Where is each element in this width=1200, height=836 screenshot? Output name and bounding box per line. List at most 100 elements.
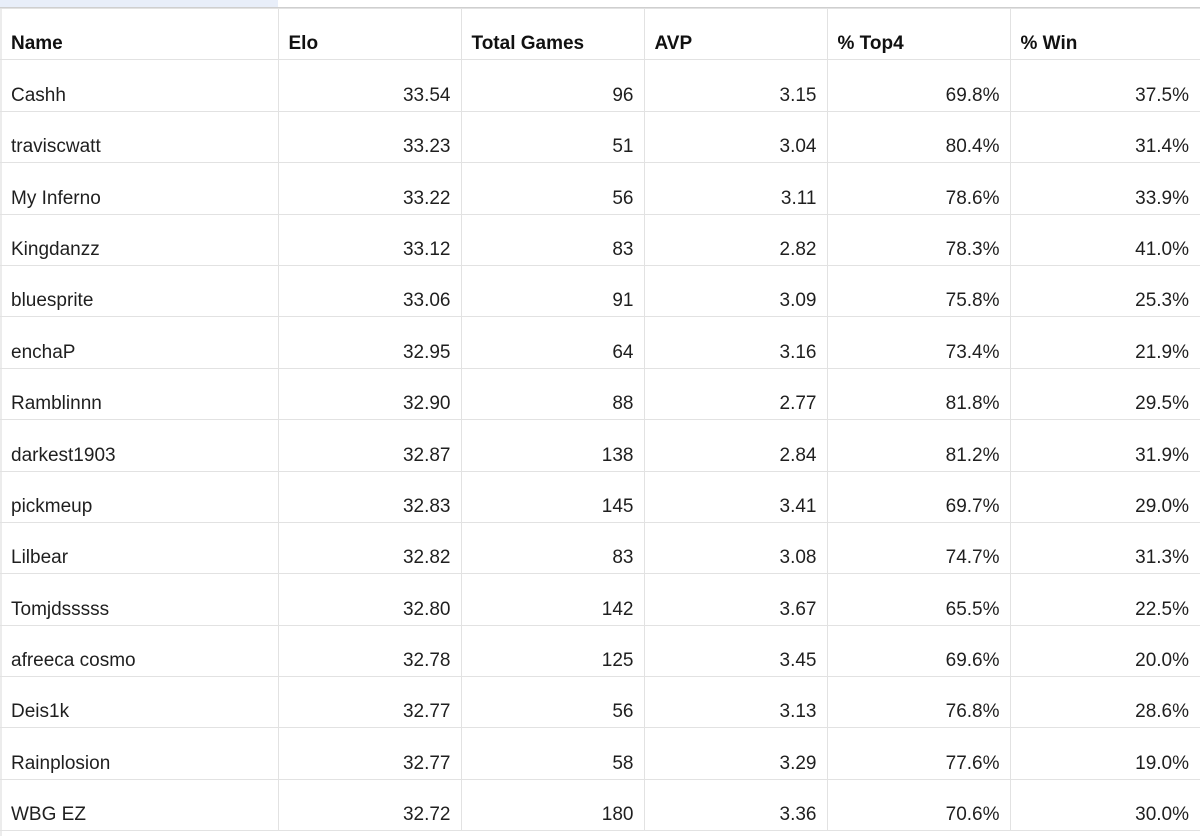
- total-games-cell[interactable]: 91: [460, 264, 645, 318]
- name-cell[interactable]: enchaP: [0, 316, 279, 369]
- total-games-cell[interactable]: 142: [460, 573, 645, 626]
- total-games-cell[interactable]: 125: [460, 624, 645, 678]
- total-games-cell[interactable]: 138: [460, 419, 645, 472]
- column-header-top4[interactable]: % Top4: [826, 7, 1011, 61]
- avp-cell[interactable]: 3.16: [643, 316, 828, 369]
- elo-cell[interactable]: 32.80: [277, 573, 462, 626]
- win-cell[interactable]: 25.3%: [1009, 264, 1200, 318]
- name-cell[interactable]: Kingdanzz: [0, 213, 279, 266]
- total-games-cell[interactable]: 56: [460, 676, 645, 729]
- top4-cell[interactable]: 81.8%: [826, 367, 1011, 421]
- name-cell[interactable]: Ramblinnn: [0, 367, 279, 421]
- elo-cell[interactable]: 32.83: [277, 470, 462, 523]
- top4-cell[interactable]: 78.6%: [826, 162, 1011, 215]
- top4-cell[interactable]: 69.8%: [826, 59, 1011, 112]
- elo-cell[interactable]: 33.22: [277, 162, 462, 215]
- elo-cell[interactable]: 32.72: [277, 778, 462, 832]
- table-row: Tomjdsssss 32.80 142 3.67 65.5% 22.5%: [0, 573, 1200, 626]
- name-cell[interactable]: Deis1k: [0, 676, 279, 729]
- win-cell[interactable]: 29.5%: [1009, 367, 1200, 421]
- elo-cell[interactable]: 33.54: [277, 59, 462, 112]
- total-games-cell[interactable]: 56: [460, 162, 645, 215]
- name-cell[interactable]: afreeca cosmo: [0, 624, 279, 678]
- win-cell[interactable]: 29.0%: [1009, 470, 1200, 523]
- win-cell[interactable]: 31.3%: [1009, 521, 1200, 575]
- win-cell[interactable]: 21.9%: [1009, 316, 1200, 369]
- name-cell[interactable]: darkest1903: [0, 419, 279, 472]
- top4-cell[interactable]: 70.6%: [826, 778, 1011, 832]
- top4-cell[interactable]: 73.4%: [826, 316, 1011, 369]
- table-row: Cashh 33.54 96 3.15 69.8% 37.5%: [0, 59, 1200, 112]
- top4-cell[interactable]: 77.6%: [826, 727, 1011, 780]
- avp-cell[interactable]: 3.41: [643, 470, 828, 523]
- elo-cell[interactable]: 32.95: [277, 316, 462, 369]
- name-cell[interactable]: WBG EZ: [0, 778, 279, 832]
- total-games-cell[interactable]: 83: [460, 213, 645, 266]
- name-cell[interactable]: Tomjdsssss: [0, 573, 279, 626]
- name-cell[interactable]: Cashh: [0, 59, 279, 112]
- top4-cell[interactable]: 80.4%: [826, 110, 1011, 164]
- total-games-cell[interactable]: 88: [460, 367, 645, 421]
- avp-cell[interactable]: 2.84: [643, 419, 828, 472]
- elo-cell[interactable]: 32.77: [277, 676, 462, 729]
- table-row: My Inferno 33.22 56 3.11 78.6% 33.9%: [0, 162, 1200, 215]
- name-cell[interactable]: bluesprite: [0, 264, 279, 318]
- top4-cell[interactable]: 81.2%: [826, 419, 1011, 472]
- name-cell[interactable]: Rainplosion: [0, 727, 279, 780]
- win-cell[interactable]: 31.9%: [1009, 419, 1200, 472]
- win-cell[interactable]: 33.9%: [1009, 162, 1200, 215]
- top4-cell[interactable]: 75.8%: [826, 264, 1011, 318]
- avp-cell[interactable]: 3.45: [643, 624, 828, 678]
- avp-cell[interactable]: 3.29: [643, 727, 828, 780]
- elo-cell[interactable]: 32.90: [277, 367, 462, 421]
- elo-cell[interactable]: 32.87: [277, 419, 462, 472]
- avp-cell[interactable]: 3.36: [643, 778, 828, 832]
- column-header-avp[interactable]: AVP: [643, 7, 828, 61]
- total-games-cell[interactable]: 145: [460, 470, 645, 523]
- avp-cell[interactable]: 3.11: [643, 162, 828, 215]
- avp-cell[interactable]: 3.04: [643, 110, 828, 164]
- elo-cell[interactable]: 33.23: [277, 110, 462, 164]
- avp-cell[interactable]: 3.15: [643, 59, 828, 112]
- win-cell[interactable]: 30.0%: [1009, 778, 1200, 832]
- elo-cell[interactable]: 33.06: [277, 264, 462, 318]
- avp-cell[interactable]: 2.77: [643, 367, 828, 421]
- name-cell[interactable]: pickmeup: [0, 470, 279, 523]
- column-header-elo[interactable]: Elo: [277, 7, 462, 61]
- top4-cell[interactable]: 69.7%: [826, 470, 1011, 523]
- avp-cell[interactable]: 3.67: [643, 573, 828, 626]
- total-games-cell[interactable]: 96: [460, 59, 645, 112]
- name-cell[interactable]: traviscwatt: [0, 110, 279, 164]
- elo-cell[interactable]: 32.77: [277, 727, 462, 780]
- table-row: traviscwatt 33.23 51 3.04 80.4% 31.4%: [0, 110, 1200, 164]
- top4-cell[interactable]: 76.8%: [826, 676, 1011, 729]
- win-cell[interactable]: 19.0%: [1009, 727, 1200, 780]
- top4-cell[interactable]: 74.7%: [826, 521, 1011, 575]
- elo-cell[interactable]: 33.12: [277, 213, 462, 266]
- total-games-cell[interactable]: 64: [460, 316, 645, 369]
- win-cell[interactable]: 20.0%: [1009, 624, 1200, 678]
- total-games-cell[interactable]: 51: [460, 110, 645, 164]
- win-cell[interactable]: 37.5%: [1009, 59, 1200, 112]
- top4-cell[interactable]: 65.5%: [826, 573, 1011, 626]
- total-games-cell[interactable]: 58: [460, 727, 645, 780]
- avp-cell[interactable]: 2.82: [643, 213, 828, 266]
- column-header-win[interactable]: % Win: [1009, 7, 1200, 61]
- win-cell[interactable]: 22.5%: [1009, 573, 1200, 626]
- top4-cell[interactable]: 69.6%: [826, 624, 1011, 678]
- elo-cell[interactable]: 32.78: [277, 624, 462, 678]
- win-cell[interactable]: 31.4%: [1009, 110, 1200, 164]
- total-games-cell[interactable]: 83: [460, 521, 645, 575]
- win-cell[interactable]: 28.6%: [1009, 676, 1200, 729]
- name-cell[interactable]: Lilbear: [0, 521, 279, 575]
- name-cell[interactable]: My Inferno: [0, 162, 279, 215]
- column-header-total-games[interactable]: Total Games: [460, 7, 645, 61]
- top4-cell[interactable]: 78.3%: [826, 213, 1011, 266]
- win-cell[interactable]: 41.0%: [1009, 213, 1200, 266]
- elo-cell[interactable]: 32.82: [277, 521, 462, 575]
- avp-cell[interactable]: 3.09: [643, 264, 828, 318]
- column-header-name[interactable]: Name: [0, 7, 279, 61]
- avp-cell[interactable]: 3.08: [643, 521, 828, 575]
- total-games-cell[interactable]: 180: [460, 778, 645, 832]
- avp-cell[interactable]: 3.13: [643, 676, 828, 729]
